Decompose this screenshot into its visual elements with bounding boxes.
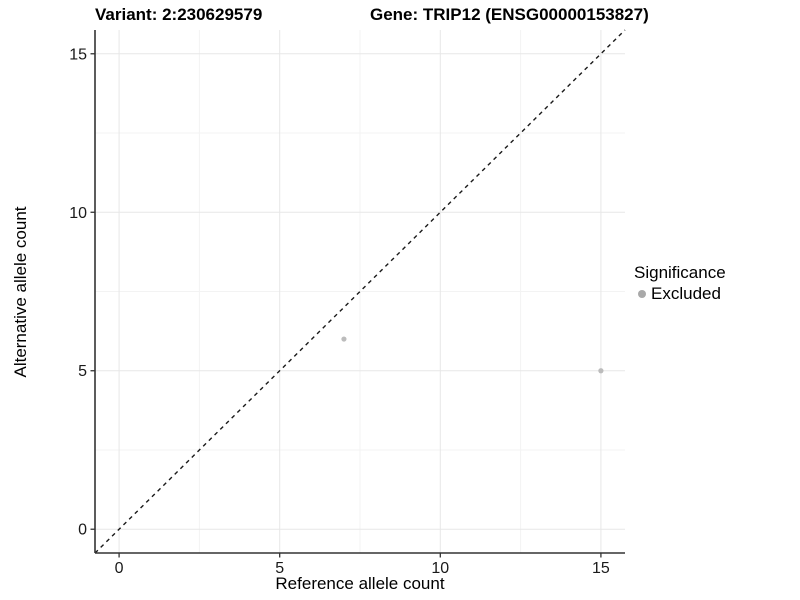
chart-title-gene: Gene: TRIP12 (ENSG00000153827) bbox=[370, 5, 649, 24]
data-point-excluded bbox=[341, 336, 347, 342]
x-tick-label: 15 bbox=[592, 560, 610, 577]
chart-title-variant: Variant: 2:230629579 bbox=[95, 5, 263, 24]
y-axis-title: Alternative allele count bbox=[11, 206, 30, 378]
x-tick-label: 0 bbox=[115, 560, 124, 577]
y-tick-label: 15 bbox=[69, 46, 87, 63]
x-tick-label: 10 bbox=[431, 560, 449, 577]
legend-point-icon bbox=[638, 289, 646, 298]
data-point-excluded bbox=[598, 368, 604, 374]
legend-item-label: Excluded bbox=[651, 284, 721, 303]
y-tick-label: 10 bbox=[69, 205, 87, 222]
y-tick-label: 0 bbox=[78, 522, 87, 539]
legend: Significance Excluded bbox=[634, 262, 726, 304]
x-axis-title: Reference allele count bbox=[275, 574, 445, 593]
legend-title: Significance bbox=[634, 263, 726, 282]
y-tick-label: 5 bbox=[78, 363, 87, 380]
x-tick-label: 5 bbox=[275, 560, 284, 577]
legend-item-excluded: Excluded bbox=[634, 283, 726, 304]
